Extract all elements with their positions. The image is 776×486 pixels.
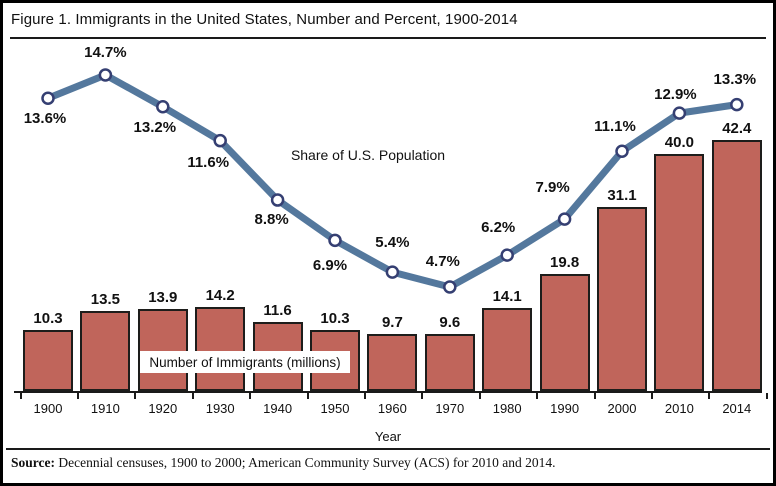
x-tick [191,393,194,399]
bar-value-label: 13.9 [148,289,178,306]
percent-label: 4.7% [425,252,460,270]
x-tick [134,393,137,399]
x-tick-label: 1950 [320,401,350,416]
line-marker [443,280,457,294]
line-marker [615,144,629,159]
x-tick [76,393,79,399]
bar [654,154,705,391]
x-tick-label: 1930 [205,401,235,416]
percent-label: 11.1% [594,118,636,136]
bar [482,308,533,391]
title-rule [10,37,766,39]
percent-label: 6.2% [481,219,516,237]
percent-label: 5.4% [375,234,410,252]
line-marker [328,233,342,248]
x-tick-label: 1960 [377,401,407,416]
x-tick-label: 1910 [90,401,120,416]
bar [195,307,246,391]
line-marker [557,212,572,226]
line-marker [41,91,55,106]
x-tick-label: 1920 [148,401,178,416]
x-tick-label: 1980 [492,401,522,416]
bar [539,274,590,391]
x-tick-label: 2014 [722,401,752,416]
x-tick-label: 2010 [664,401,694,416]
line-marker [270,193,285,207]
bar [137,309,188,391]
bar-value-label: 19.8 [549,254,580,271]
source-text: Decennial censuses, 1900 to 2000; Americ… [58,455,556,470]
source-note: Source: Decennial censuses, 1900 to 2000… [11,455,556,471]
percent-label: 7.9% [535,179,570,197]
x-tick [19,393,22,399]
bar-value-label: 9.6 [439,314,461,331]
line-marker [213,133,227,148]
x-tick [765,393,768,399]
percent-label: 13.6% [23,110,67,128]
line-marker [385,265,400,279]
x-tick [306,393,309,399]
percent-label: 13.3% [713,70,757,88]
line-marker [156,100,170,114]
percent-label: 14.7% [84,43,127,61]
bar-value-label: 42.4 [722,120,752,137]
line-marker [98,68,113,82]
x-tick [650,393,653,399]
x-tick [708,393,711,399]
bar-value-label: 10.3 [33,310,63,327]
percent-label: 12.9% [654,86,697,104]
bar-value-label: 14.1 [492,288,522,305]
bar [424,334,475,391]
line-series [41,68,744,294]
x-tick [478,393,481,399]
x-tick [536,393,539,399]
percent-label: 11.6% [187,153,230,171]
bar-value-label: 13.5 [90,291,120,308]
x-tick-label: 2000 [607,401,637,416]
bar-series-label: Number of Immigrants (millions) [140,351,350,373]
plot-area: Share of U.S. Population Number of Immig… [14,43,768,416]
x-tick [421,393,424,399]
percent-label: 13.2% [133,118,177,136]
line-series-label: Share of U.S. Population [290,147,446,163]
divider-rule [6,448,770,450]
percent-label: 8.8% [254,211,289,229]
bar [80,311,131,391]
x-tick-label: 1970 [435,401,465,416]
line-marker [500,248,514,262]
x-tick-label: 1940 [263,401,293,416]
line-marker [730,97,744,112]
bar-value-label: 40.0 [664,134,694,151]
bar [711,140,762,391]
figure-title: Figure 1. Immigrants in the United State… [11,11,518,28]
bar-value-label: 10.3 [320,310,350,327]
x-axis-title: Year [374,429,402,444]
bar [367,334,418,391]
source-label: Source: [11,455,55,470]
trend-line [44,71,741,291]
bar-value-label: 14.2 [205,287,235,304]
x-tick [593,393,596,399]
bar [23,330,73,391]
percent-label: 6.9% [312,257,348,275]
x-tick [249,393,252,399]
x-tick-label: 1900 [33,401,63,416]
bar [597,207,647,391]
line-marker [672,106,687,120]
bar-value-label: 9.7 [381,314,403,331]
bar-value-label: 31.1 [607,187,637,204]
bar-value-label: 11.6 [263,302,292,319]
x-tick-label: 1990 [550,401,580,416]
x-tick [363,393,366,399]
